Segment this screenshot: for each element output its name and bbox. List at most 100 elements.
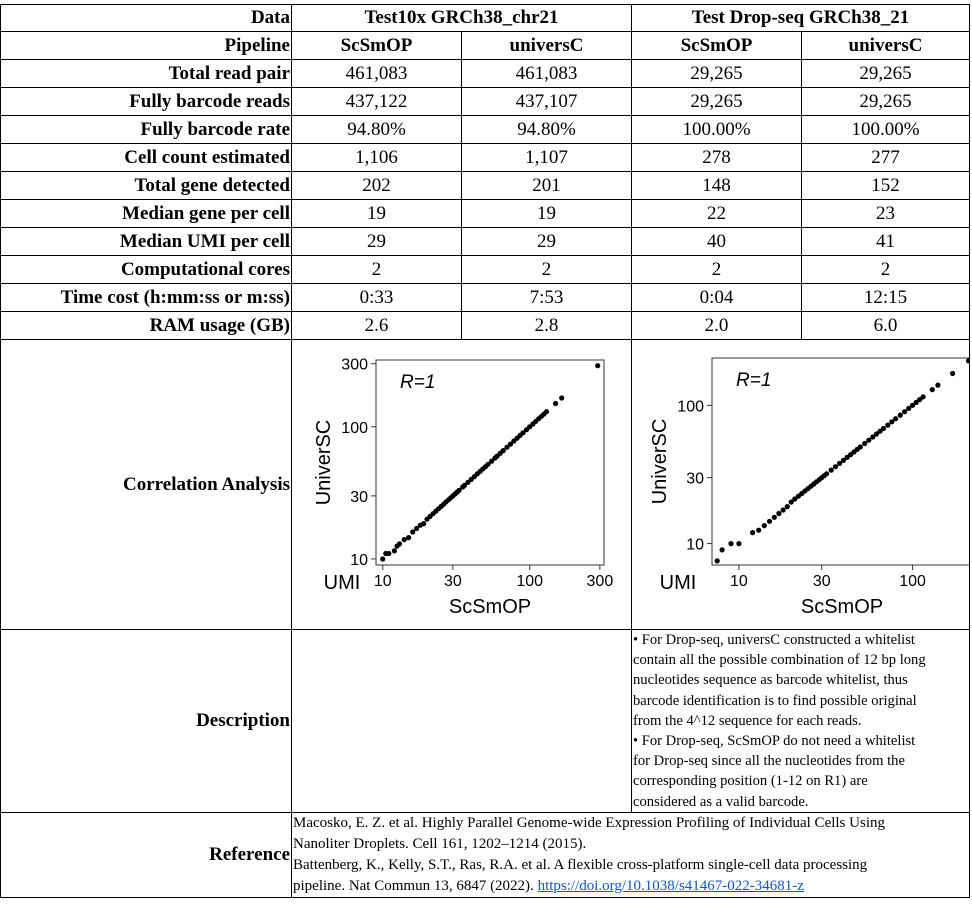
y-axis-title: UniverSC [313,420,335,506]
plot-cell-dropseq: 10 30 100 10 30 100 R=1 ScSmOP UniverSC UMI [630,339,971,630]
data-point [866,437,872,443]
description-line: • For Drop-seq, universC constructed a w… [633,632,915,648]
y-axis-title: UniverSC [649,419,671,505]
table-cell: 2 [631,255,802,284]
data-point [906,405,912,411]
data-point [719,547,725,553]
table-cell: 2.0 [631,311,802,340]
table-cell: 100.00% [631,115,802,144]
data-point [414,525,420,532]
data-point [832,464,839,470]
data-point [456,487,462,493]
correlation-annotation: R=1 [400,372,435,393]
pipeline-cell: ScSmOP [631,31,802,60]
description-line: for Drop-seq since all the nucleotides f… [633,753,905,770]
description-line: nucleotides sequence as barcode whitelis… [633,672,908,689]
y-tick-label: 30 [350,489,368,506]
data-point [507,441,514,447]
table-cell: 29 [461,227,632,256]
table-cell: 202 [291,171,462,200]
data-point [870,434,876,440]
description-line: corresponding position (1-12 on R1) are [633,773,868,790]
table-cell: 0:04 [631,283,802,312]
table-cell: 1,107 [461,143,632,172]
data-point [410,529,416,535]
data-point [714,558,720,564]
description-line: barcode identification is to find possib… [633,692,917,709]
data-point [965,358,969,364]
data-point [920,394,926,400]
correlation-label: Correlation Analysis [0,339,292,630]
table-cell: 2.8 [461,311,632,340]
row-label: Total read pair [0,59,292,88]
table-cell: 29,265 [631,87,802,116]
header-label: Data [0,4,292,32]
x-tick-label: 100 [516,573,543,590]
table-cell: 0:33 [291,283,462,312]
description-text: • For Drop-seq, universC constructed a w… [630,629,971,813]
reference-line: pipeline. Nat Commun 13, 6847 (2022). ht… [293,876,968,897]
row-label: Fully barcode reads [0,87,292,116]
data-point [386,550,392,557]
table-cell: 23 [800,199,971,228]
table-cell: 19 [461,199,632,228]
data-point [873,431,880,437]
table-cell: 2.6 [291,311,462,340]
table-cell: 152 [800,171,971,200]
data-point [840,457,846,463]
data-point [909,402,916,408]
table-row: Median gene per cell 19 19 22 23 [0,199,971,228]
data-point [792,496,798,502]
reference-text: Macosko, E. Z. et al. Highly Parallel Ge… [290,811,971,898]
reference-line: Battenberg, K., Kelly, S.T., Ras, R.A. e… [293,856,868,873]
table-cell: 1,106 [291,143,462,172]
description-label: Description [0,629,292,813]
description-line: • For Drop-seq, ScSmOP do not need a whi… [633,733,916,750]
data-point [889,419,895,425]
data-point [489,458,495,464]
table-cell: 148 [631,171,802,200]
data-point [788,499,794,505]
data-point [766,518,773,524]
table-cell: 201 [461,171,632,200]
data-point [504,444,510,450]
y-tick-label: 100 [677,398,704,415]
table-cell: 29 [291,227,462,256]
doi-link[interactable]: https://doi.org/10.1038/s41467-022-34681… [537,877,804,894]
x-tick-label: 10 [730,573,748,590]
y-tick-label: 300 [341,357,368,374]
row-label: Median UMI per cell [0,227,292,256]
correlation-annotation: R=1 [736,370,771,391]
y-tick-label: 30 [686,471,704,488]
data-point [728,541,734,547]
table-row: Fully barcode rate 94.80% 94.80% 100.00%… [0,115,971,144]
data-point [421,521,427,527]
table-row: Time cost (h:mm:ss or m:ss) 0:33 7:53 0:… [0,283,971,312]
data-point [893,416,899,422]
x-axis-title: ScSmOP [449,596,531,618]
data-point [880,425,887,432]
table-cell: 29,265 [631,59,802,88]
x-tick-label: 300 [587,573,614,590]
reference-label: Reference [0,811,292,898]
corner-label: UMI [660,572,697,594]
scatter-plot-dropseq: 10 30 100 10 30 100 R=1 ScSmOP UniverSC UMI [649,357,969,618]
row-label: Cell count estimated [0,143,292,172]
pipeline-cell: universC [461,31,632,60]
scatter-plot-10x: 10 30 100 300 10 30 100 300 R=1 ScSmOP UniverSC UMI [313,357,614,618]
data-point [500,448,506,454]
table-row: Total read pair 461,083 461,083 29,265 2… [0,59,971,88]
table-cell: 29,265 [800,87,971,116]
table-cell: 278 [631,143,802,172]
table-cell: 2 [291,255,462,284]
data-point [761,523,767,529]
table-row: Cell count estimated 1,106 1,107 278 277 [0,143,971,172]
table-cell: 2 [461,255,632,284]
reference-last-text: pipeline. Nat Commun 13, 6847 (2022). [293,877,538,894]
pipeline-cell: universC [800,31,971,60]
data-point [461,482,468,488]
table-row: Total gene detected 202 201 148 152 [0,171,971,200]
data-point [862,440,868,447]
data-point [380,556,386,562]
data-point [553,400,559,407]
